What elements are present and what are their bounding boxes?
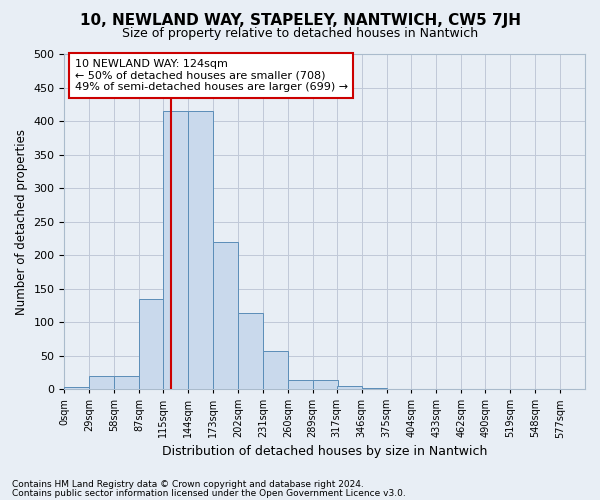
Text: 10 NEWLAND WAY: 124sqm
← 50% of detached houses are smaller (708)
49% of semi-de: 10 NEWLAND WAY: 124sqm ← 50% of detached… [75, 59, 348, 92]
Text: 10, NEWLAND WAY, STAPELEY, NANTWICH, CW5 7JH: 10, NEWLAND WAY, STAPELEY, NANTWICH, CW5… [79, 12, 521, 28]
Bar [139, 298, 164, 389]
Bar [288, 380, 313, 389]
Text: Contains public sector information licensed under the Open Government Licence v3: Contains public sector information licen… [12, 489, 406, 498]
Bar [213, 242, 238, 389]
Bar [313, 380, 338, 389]
Text: Size of property relative to detached houses in Nantwich: Size of property relative to detached ho… [122, 28, 478, 40]
Bar [263, 351, 288, 389]
Bar [362, 388, 386, 389]
Y-axis label: Number of detached properties: Number of detached properties [15, 128, 28, 314]
Bar [238, 314, 263, 389]
Text: Contains HM Land Registry data © Crown copyright and database right 2024.: Contains HM Land Registry data © Crown c… [12, 480, 364, 489]
Bar [188, 111, 213, 389]
Bar [114, 376, 139, 389]
Bar [89, 376, 114, 389]
X-axis label: Distribution of detached houses by size in Nantwich: Distribution of detached houses by size … [162, 444, 487, 458]
Bar [163, 111, 188, 389]
Bar [337, 386, 362, 389]
Bar [64, 387, 89, 389]
